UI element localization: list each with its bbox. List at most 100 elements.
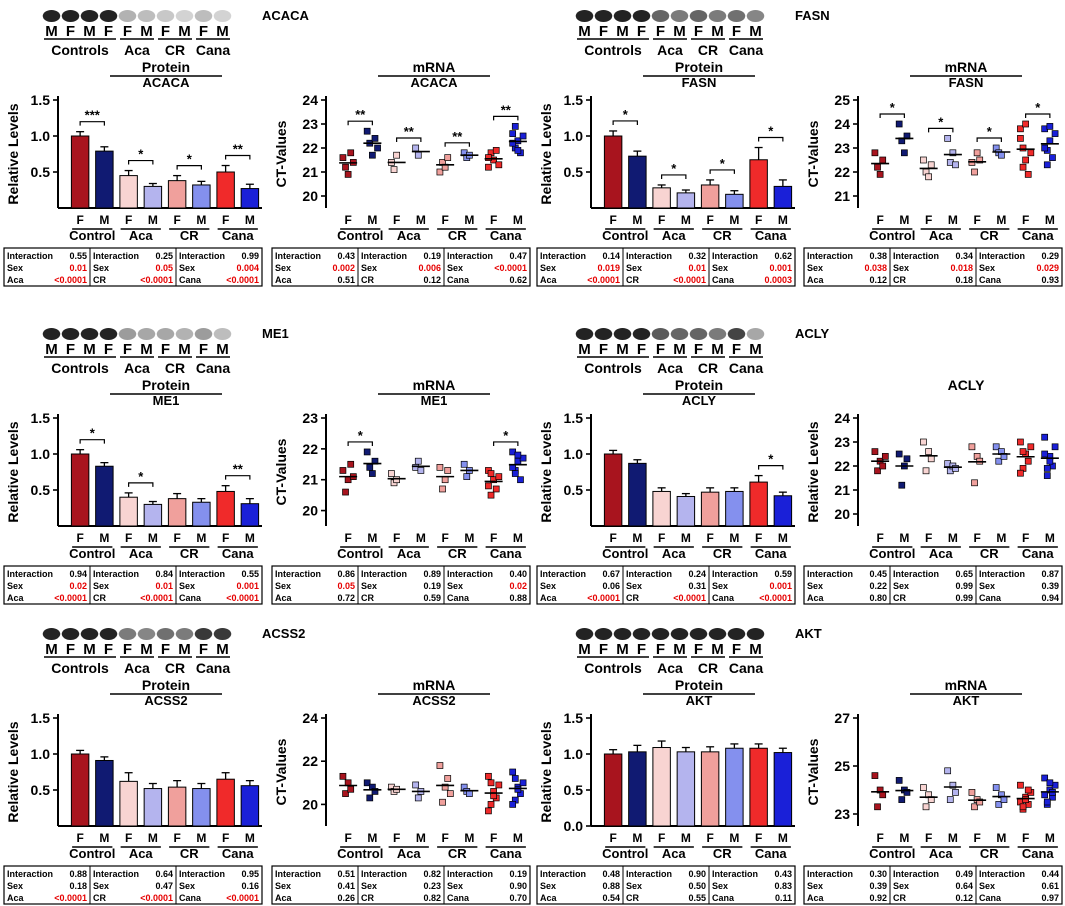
data-point [1019,803,1027,811]
blot-lane-label: F [123,641,132,658]
stats-row-value: <0.0001 [226,275,259,285]
significance-bracket [347,441,373,446]
blot-band [175,628,194,640]
sex-label: M [196,213,206,227]
sex-label: M [367,531,377,545]
blot-band [594,10,613,22]
blot-band [613,10,632,22]
data-point [1049,154,1056,161]
significance-bracket [928,127,954,133]
sex-label: F [490,213,497,227]
group-label: CR [180,846,199,861]
sex-label: F [706,213,713,227]
blot-lane-label: M [83,23,96,40]
data-point [1043,465,1051,472]
stats-row-label: Sex [275,881,291,891]
stats-row-value: 0.50 [688,881,706,891]
y-tick-label: 22 [834,164,850,180]
data-point [347,149,355,157]
stats-row-value: 0.51 [337,869,355,879]
data-point [487,491,495,499]
stats-row-value: 0.92 [869,893,887,903]
stats-table [536,565,796,605]
blot-band [156,10,175,22]
blot-lane-label: M [616,341,629,358]
stats-row-value: 0.99 [955,593,973,603]
y-axis-label: Relative Levels [5,103,21,204]
stats-row-value: 0.16 [241,881,259,891]
stats-row-value: 0.004 [236,263,259,273]
data-point [1019,448,1027,455]
blot-band [194,10,213,22]
y-tick-label: 1.0 [564,446,584,462]
y-tick-label: 23 [302,116,318,132]
stats-row-label: Interaction [447,869,493,879]
significance-bracket [347,120,373,126]
stats-table [803,565,1063,605]
chart-title: mRNA [945,677,988,693]
bar [603,453,623,527]
blot-band [99,328,118,340]
stats-row-value: 0.0003 [764,275,792,285]
blot-lane-label: F [656,641,665,658]
stats-row-value: 0.006 [418,263,441,273]
blot-lane-label: F [732,23,741,40]
data-point [495,161,503,169]
stats-row-label: Sex [712,263,728,273]
data-point [485,482,492,490]
sex-label: M [996,531,1006,545]
data-point [492,147,500,154]
group-label: CR [980,846,999,861]
data-point [901,149,908,157]
sex-label: M [367,831,377,845]
blot-lane-label: M [140,341,153,358]
stats-row-label: Sex [893,881,909,891]
stats-row-value: <0.0001 [759,593,792,603]
sex-label: M [681,213,691,227]
y-tick-label: 1.5 [31,92,51,108]
data-point [342,790,349,797]
stats-row-value: 0.19 [423,581,441,591]
y-tick-label: 22 [302,753,318,769]
data-point [347,785,355,793]
data-point [446,790,454,797]
data-point [495,473,503,480]
blot-group-label: Controls [584,660,642,676]
stats-row-value: 0.12 [423,275,441,285]
group-label: Aca [397,228,422,243]
blot-band [727,628,746,640]
blot-group-label: Aca [657,660,683,676]
bar [240,188,260,209]
stats-row-label: Sex [361,263,377,273]
blot-lane-label: F [694,23,703,40]
sex-label: F [76,213,83,227]
chart-subtitle: ME1 [153,393,180,408]
stats-row-value: 0.59 [774,569,792,579]
y-tick-label: 24 [302,92,318,108]
bar [216,171,235,209]
chart-subtitle: ACLY [682,393,717,408]
data-point [1051,130,1059,137]
data-point [949,149,957,157]
stats-row-value: 0.02 [69,581,87,591]
bar [70,753,90,827]
stats-row-label: Interaction [93,569,139,579]
group-label: Aca [129,846,154,861]
bar [216,490,235,527]
significance-bracket [879,113,905,118]
stats-row-label: Sex [807,881,823,891]
group-label: Aca [397,546,422,561]
group-label: Control [602,846,648,861]
bar [119,496,138,527]
y-tick-label: 24 [834,116,850,132]
group-label: Cana [1022,228,1055,243]
blot-band [137,328,156,340]
blot-lane-label: M [711,23,724,40]
blot-lane-label: M [616,23,629,40]
data-point [1024,171,1032,178]
stats-row-value: <0.0001 [226,593,259,603]
stats-row-value: <0.0001 [54,593,87,603]
stats-row-label: CR [626,893,639,903]
